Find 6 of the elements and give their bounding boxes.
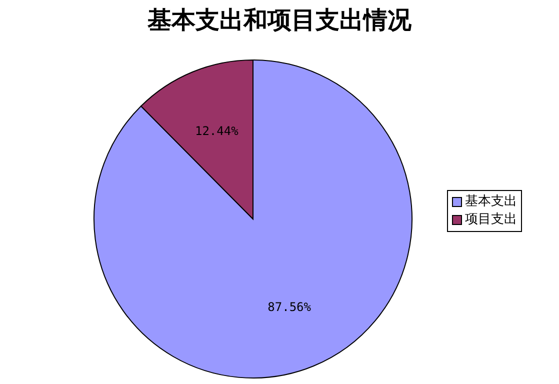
data-label: 87.56% bbox=[268, 300, 312, 314]
legend-label: 基本支出 bbox=[465, 193, 517, 211]
chart-title: 基本支出和项目支出情况 bbox=[146, 4, 412, 36]
legend-label: 项目支出 bbox=[465, 211, 517, 229]
data-label: 12.44% bbox=[194, 124, 240, 138]
pie-slice bbox=[94, 60, 412, 378]
